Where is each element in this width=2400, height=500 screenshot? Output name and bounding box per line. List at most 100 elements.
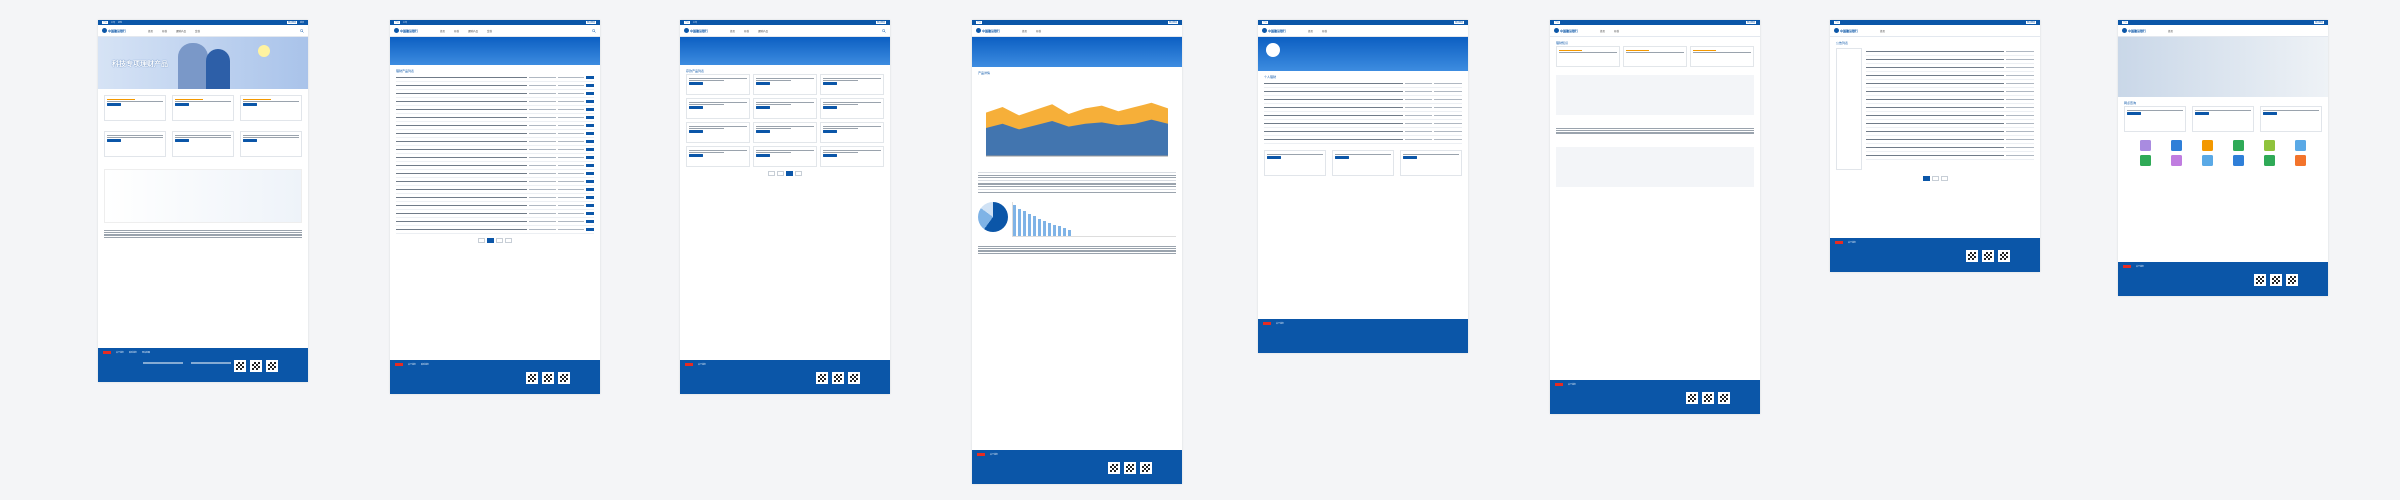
product-card[interactable] — [686, 146, 750, 167]
detail-band — [972, 37, 1182, 67]
page-title: 个人理财 — [1264, 75, 1277, 79]
table-row[interactable] — [396, 218, 594, 226]
product-card[interactable] — [686, 74, 750, 95]
page-branch-search: 个人 网点查询 中国建设银行 首页 网点查询 关于我们 — [2118, 20, 2328, 296]
table-row[interactable] — [396, 122, 594, 130]
table-row[interactable] — [396, 98, 594, 106]
product-card[interactable] — [104, 131, 166, 157]
nav-item[interactable]: 理财产品 — [176, 29, 187, 33]
filter-band — [390, 37, 600, 65]
search-icon[interactable] — [300, 28, 304, 33]
service-icon[interactable] — [2202, 155, 2213, 166]
site-footer: 关于我们 联系我们 — [390, 360, 600, 394]
pie-chart — [978, 201, 1008, 232]
service-icon[interactable] — [2140, 140, 2151, 151]
product-card[interactable] — [686, 98, 750, 119]
search-icon[interactable] — [592, 28, 596, 33]
pagination[interactable] — [390, 238, 600, 243]
table-row[interactable] — [396, 226, 594, 234]
table-row[interactable] — [396, 210, 594, 218]
brand-logo[interactable]: 中国建设银行 — [1834, 28, 1880, 33]
nav-item[interactable]: 首页 — [148, 29, 154, 33]
qr-code — [250, 360, 262, 372]
table-row[interactable] — [396, 194, 594, 202]
product-card[interactable] — [753, 74, 817, 95]
area-series-1 — [986, 119, 1168, 156]
top-bar: 个人 公司 机构 网点查询 登录 — [98, 20, 308, 25]
site-footer: 关于我们 — [1550, 380, 1760, 414]
product-card[interactable] — [753, 146, 817, 167]
table-row[interactable] — [396, 154, 594, 162]
table-row[interactable] — [396, 202, 594, 210]
product-card[interactable] — [172, 95, 234, 121]
page-title: 公告列表 — [1836, 41, 1849, 45]
profile-band — [1258, 37, 1468, 71]
brand-logo[interactable]: 中国建设银行 — [2122, 28, 2168, 33]
brand-logo[interactable]: 中国建设银行 — [102, 28, 148, 33]
table-row[interactable] — [396, 178, 594, 186]
product-card[interactable] — [172, 131, 234, 157]
product-card[interactable] — [240, 131, 302, 157]
avatar — [1266, 43, 1280, 57]
service-icon[interactable] — [2140, 155, 2151, 166]
product-card[interactable] — [753, 98, 817, 119]
site-footer: 关于我们 — [1258, 319, 1468, 353]
brand-logo[interactable]: 中国建设银行 — [1554, 28, 1600, 33]
page-personal-finance: 个人 网点查询 中国建设银行 首页 存款 个人理财 关于我们 — [1258, 20, 1468, 353]
product-card[interactable] — [820, 122, 884, 143]
product-card[interactable] — [686, 122, 750, 143]
table-row[interactable] — [396, 162, 594, 170]
table-row[interactable] — [396, 170, 594, 178]
service-icon[interactable] — [2202, 140, 2213, 151]
service-icon[interactable] — [2295, 140, 2306, 151]
service-icon[interactable] — [2295, 155, 2306, 166]
table-row[interactable] — [396, 74, 594, 82]
service-icon[interactable] — [2233, 155, 2244, 166]
service-icon[interactable] — [2233, 140, 2244, 151]
product-card[interactable] — [820, 146, 884, 167]
table-row[interactable] — [396, 130, 594, 138]
service-icon[interactable] — [2171, 140, 2182, 151]
site-footer: 关于我们 — [972, 450, 1182, 484]
table-row[interactable] — [396, 138, 594, 146]
brand-logo[interactable]: 中国建设银行 — [684, 28, 730, 33]
page-announcements: 个人 网点查询 中国建设银行 首页 公告列表 关于我们 — [1830, 20, 2040, 272]
pagination[interactable] — [680, 171, 890, 176]
hero-title: 科技专项理财产品 — [112, 61, 168, 68]
brand-logo[interactable]: 中国建设银行 — [1262, 28, 1308, 33]
brand-logo[interactable]: 中国建设银行 — [976, 28, 1022, 33]
nav-item[interactable]: 存款 — [162, 29, 168, 33]
site-header: 中国建设银行 首页 存款 理财产品 贷款 — [98, 25, 308, 37]
service-icon[interactable] — [2264, 155, 2275, 166]
area-chart — [986, 102, 1168, 157]
side-menu[interactable] — [1836, 48, 1862, 170]
site-footer: 关于我们 — [680, 360, 890, 394]
product-grid — [680, 74, 890, 167]
filter-band — [680, 37, 890, 65]
service-icon[interactable] — [2171, 155, 2182, 166]
service-icon[interactable] — [2264, 140, 2275, 151]
table-row[interactable] — [396, 106, 594, 114]
table-row[interactable] — [396, 114, 594, 122]
product-card[interactable] — [240, 95, 302, 121]
promo-illustration — [104, 169, 302, 223]
search-icon[interactable] — [882, 28, 886, 33]
table-row[interactable] — [396, 146, 594, 154]
site-footer: 关于我们 — [1830, 238, 2040, 272]
table-row[interactable] — [396, 90, 594, 98]
pagination[interactable] — [1830, 176, 2040, 181]
hero-banner[interactable]: 科技专项理财产品 — [98, 37, 308, 89]
product-card[interactable] — [820, 98, 884, 119]
page-product-detail: 个人 网点查询 中国建设银行 首页 存款 产品详情 关于我们 — [972, 20, 1182, 484]
nav-item[interactable]: 贷款 — [195, 29, 201, 33]
table-row[interactable] — [396, 186, 594, 194]
product-card[interactable] — [753, 122, 817, 143]
product-card[interactable] — [820, 74, 884, 95]
product-card[interactable] — [104, 95, 166, 121]
brand-logo[interactable]: 中国建设银行 — [394, 28, 440, 33]
qr-code — [266, 360, 278, 372]
table-row[interactable] — [396, 82, 594, 90]
page-title: 网点查询 — [2124, 101, 2137, 105]
page-title: 理财知识 — [1556, 41, 1569, 45]
qr-code — [234, 360, 246, 372]
